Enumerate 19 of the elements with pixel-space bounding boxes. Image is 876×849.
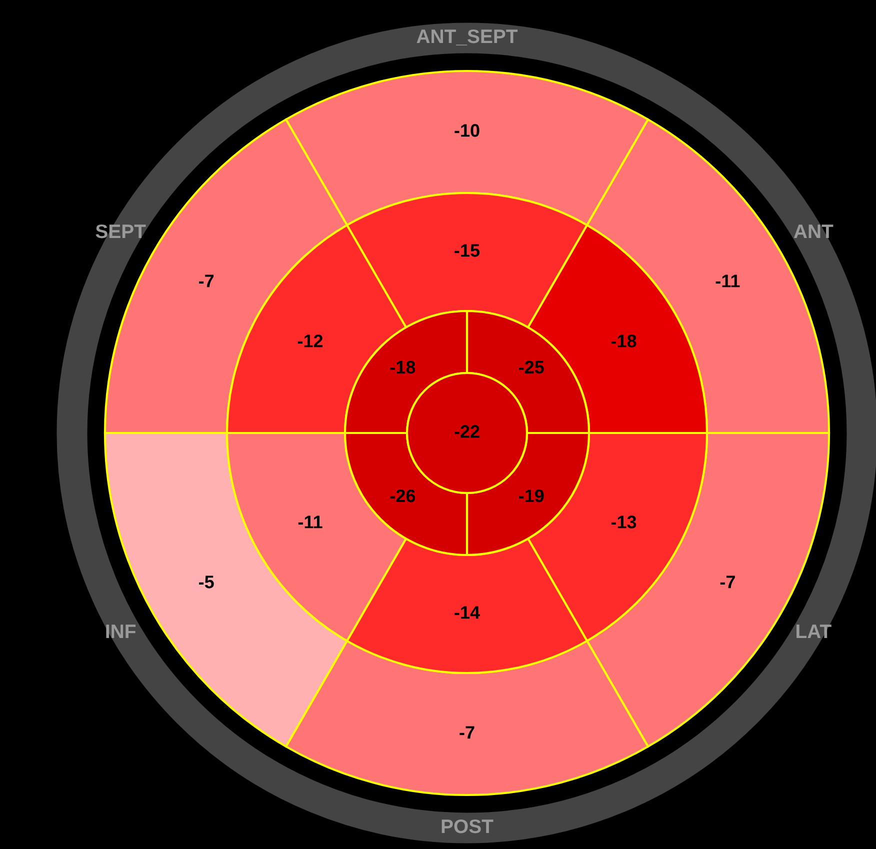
data-label: -22 (454, 425, 480, 438)
data-label: -7 (720, 576, 735, 588)
data-label: -18 (390, 360, 416, 374)
data-label: -5 (199, 576, 214, 588)
data-label: -12 (298, 334, 323, 348)
data-label: -13 (611, 516, 636, 528)
data-label: -11 (716, 274, 740, 288)
data-label: -11 (298, 516, 322, 528)
data-label: -14 (454, 606, 480, 619)
data-label: -19 (519, 489, 544, 502)
data-label: -7 (199, 274, 214, 288)
data-label: -18 (611, 334, 636, 348)
data-label: -15 (454, 244, 480, 257)
data-label: -10 (454, 124, 480, 137)
data-label: -7 (460, 726, 474, 739)
data-label: -26 (390, 489, 416, 502)
category-label: POST (442, 819, 494, 834)
category-label: ANT_SEPT (416, 29, 518, 46)
data-label: -25 (519, 360, 544, 374)
